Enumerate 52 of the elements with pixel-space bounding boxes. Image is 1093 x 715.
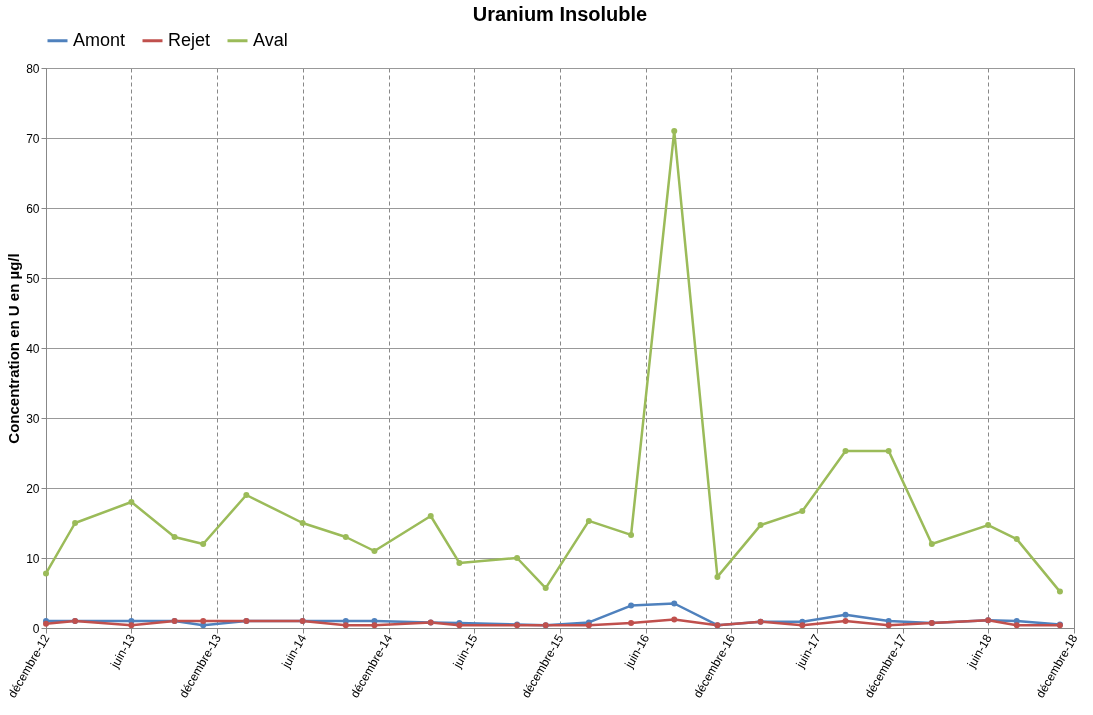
- point: [842, 447, 849, 454]
- point: [885, 622, 892, 629]
- point: [799, 622, 806, 629]
- point: [299, 520, 306, 526]
- point: [371, 622, 378, 629]
- y-tick-label: 80: [26, 61, 40, 76]
- point: [43, 570, 49, 577]
- point: [427, 513, 434, 519]
- point: [128, 622, 135, 629]
- point: [628, 602, 635, 609]
- y-tick-label: 10: [26, 551, 40, 566]
- point: [1056, 588, 1063, 595]
- point: [243, 492, 250, 498]
- point: [128, 499, 135, 505]
- point: [1013, 536, 1020, 543]
- y-tick-label: 60: [26, 201, 40, 216]
- point: [371, 548, 378, 554]
- y-axis-title: Concentration en U en µg/l: [5, 253, 23, 444]
- y-tick-label: 20: [26, 481, 40, 496]
- point: [171, 534, 178, 540]
- y-tick-label: 0: [32, 621, 40, 636]
- legend-label: Aval: [253, 29, 288, 50]
- point: [200, 618, 207, 624]
- point: [514, 555, 521, 561]
- y-tick-label: 40: [26, 341, 40, 356]
- point: [714, 573, 721, 580]
- point: [72, 520, 79, 526]
- point: [1013, 622, 1020, 629]
- chart-title: Uranium Insoluble: [472, 3, 648, 25]
- point: [985, 522, 992, 529]
- y-tick-label: 30: [26, 411, 40, 426]
- point: [842, 611, 849, 618]
- point: [799, 508, 806, 515]
- point: [757, 522, 764, 529]
- y-tick-label: 50: [26, 271, 40, 286]
- point: [628, 620, 635, 627]
- point: [342, 534, 349, 540]
- point: [671, 616, 678, 623]
- legend-label: Amont: [73, 29, 126, 50]
- point: [928, 541, 935, 547]
- point: [885, 447, 892, 454]
- point: [671, 128, 678, 134]
- point: [671, 600, 678, 607]
- point: [585, 517, 592, 524]
- legend-label: Rejet: [168, 29, 211, 50]
- point: [842, 618, 849, 624]
- point: [342, 622, 349, 629]
- point: [628, 531, 635, 538]
- y-tick-label: 70: [26, 131, 40, 146]
- point: [200, 541, 207, 547]
- point: [542, 585, 549, 592]
- point: [456, 559, 463, 566]
